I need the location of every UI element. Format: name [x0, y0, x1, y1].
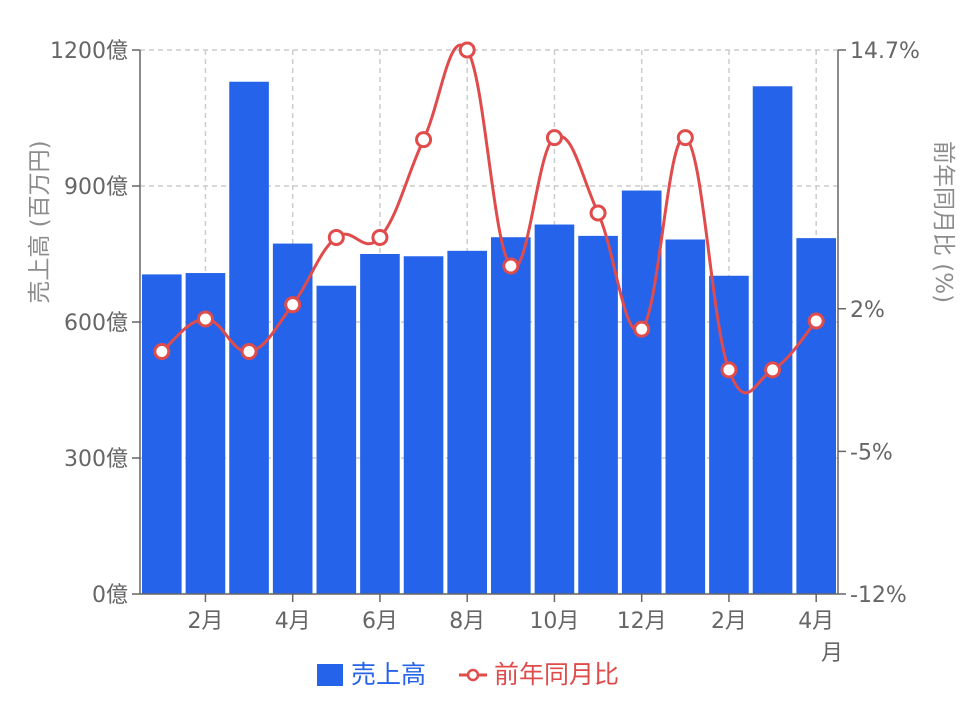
yoy-point — [284, 296, 302, 314]
x-tick-label: 2月 — [187, 609, 223, 634]
yoy-point — [720, 361, 738, 379]
bar — [534, 224, 575, 595]
yoy-point — [502, 257, 520, 275]
left-tick-label: 600億 — [64, 311, 128, 336]
right-tick-label: 2% — [850, 298, 885, 323]
bar — [578, 235, 618, 594]
yoy-point — [327, 228, 345, 246]
axes — [132, 49, 846, 602]
x-tick-label: 12月 — [617, 609, 667, 634]
bar — [316, 285, 357, 594]
right-tick-label: 14.7% — [850, 39, 920, 64]
x-tick-label: 4月 — [275, 609, 311, 634]
bar — [447, 250, 487, 594]
yoy-point — [633, 320, 651, 338]
yoy-point — [371, 228, 389, 246]
legend-label-line: 前年同月比 — [494, 660, 619, 689]
bar — [621, 190, 662, 595]
bar — [142, 274, 182, 594]
yoy-point — [589, 204, 607, 222]
legend-swatch-bar — [317, 664, 343, 686]
bar — [491, 237, 531, 594]
yoy-point — [676, 129, 694, 147]
legend-label-bar: 売上高 — [351, 660, 426, 689]
bar — [752, 86, 793, 595]
left-tick-label: 0億 — [92, 583, 128, 608]
yoy-point — [545, 129, 563, 147]
tick-labels: 0億 300億 600億 900億 1200億 -12% -5% 2% 14.7% 2月 4月 6月 8… — [50, 39, 920, 634]
right-axis-title: 前年同月比 (%) — [930, 141, 956, 303]
yoy-point — [807, 312, 825, 330]
x-tick-label: 8月 — [449, 609, 485, 634]
bar — [403, 256, 444, 594]
right-tick-label: -12% — [850, 583, 907, 608]
yoy-point — [240, 343, 258, 361]
left-tick-label: 1200億 — [50, 39, 128, 64]
x-tick-label: 2月 — [711, 609, 747, 634]
legend[interactable]: 売上高 前年同月比 — [317, 660, 619, 689]
yoy-point — [153, 343, 171, 361]
line-series — [153, 41, 825, 395]
legend-swatch-point — [466, 668, 480, 682]
bar — [272, 243, 313, 594]
x-tick-label: 6月 — [362, 609, 398, 634]
yoy-point — [764, 361, 782, 379]
bar — [796, 238, 836, 594]
x-tick-label: 4月 — [798, 609, 834, 634]
x-tick-label: 10月 — [529, 609, 579, 634]
yoy-point — [458, 41, 476, 59]
bar — [709, 275, 749, 594]
bar-series — [142, 81, 836, 595]
left-tick-label: 900億 — [64, 175, 128, 200]
x-axis-title: 月 — [821, 641, 843, 666]
yoy-point — [196, 310, 214, 328]
yoy-point — [415, 131, 433, 149]
left-tick-label: 300億 — [64, 447, 128, 472]
bar — [665, 239, 706, 594]
left-axis-title: 売上高 (百万円) — [27, 140, 53, 303]
bar — [229, 81, 269, 594]
right-tick-label: -5% — [850, 440, 893, 465]
bar — [360, 254, 400, 594]
